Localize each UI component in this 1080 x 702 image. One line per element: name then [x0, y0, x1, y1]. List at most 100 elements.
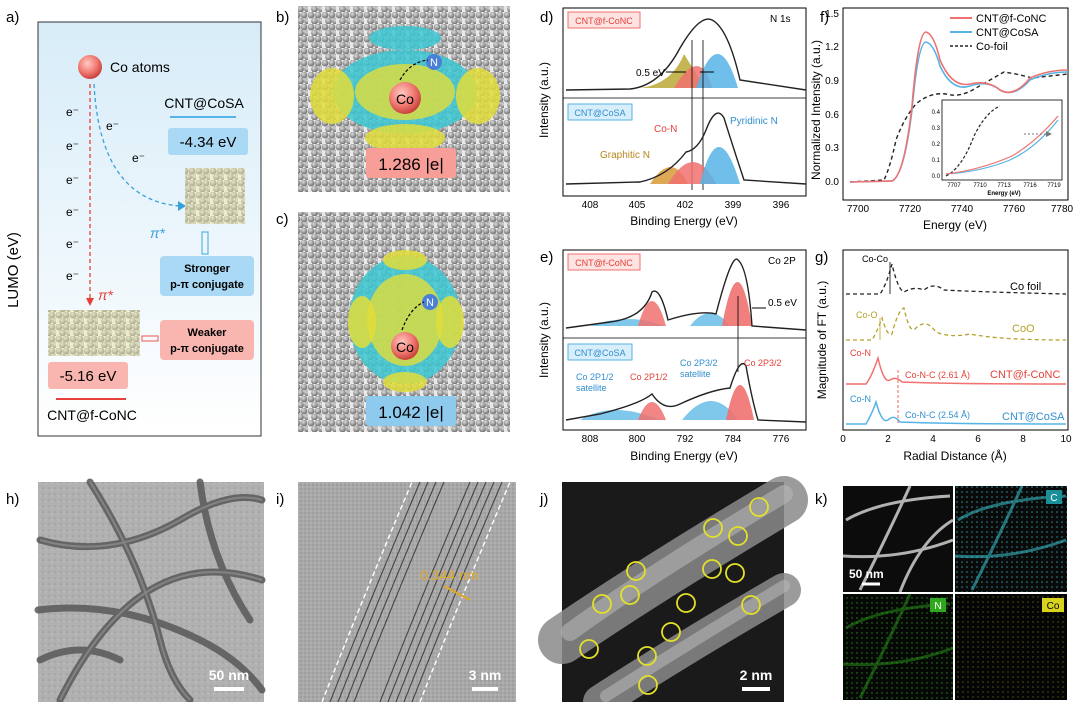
g-xtick: 10: [1060, 434, 1072, 445]
atom-circle: [725, 563, 745, 583]
atom-circle: [741, 595, 761, 615]
f-ytick: 0.3: [825, 143, 839, 154]
charge-value-b: 1.286 |e|: [378, 155, 444, 174]
e-top-red2: [722, 282, 752, 326]
g-concnc-label1: Co-N-C (2.61 Å): [905, 370, 970, 380]
electron-label: e⁻: [66, 269, 79, 283]
f-inset-xtick: 7710: [973, 183, 987, 189]
g-cosa-name: CNT@CoSA: [1002, 411, 1065, 423]
transfer-arrow-c: [401, 301, 425, 331]
eds-label-co: Co: [1047, 601, 1060, 612]
g-xticks: 0 2 4 6 8 10: [840, 434, 1072, 445]
eds-label-c: C: [1050, 493, 1057, 504]
eds-tag-c: [1046, 490, 1062, 504]
e-p32: Co 2P3/2: [744, 358, 782, 368]
d-xtick: 408: [582, 200, 599, 211]
atom-circle: [626, 561, 646, 581]
e-label-top-box: [567, 253, 641, 271]
atom-circle: [579, 639, 599, 659]
electron-label: e⁻: [66, 205, 79, 219]
nanotubes-h-core: [39, 481, 263, 701]
panel-label-j: j): [539, 491, 548, 508]
panel-g: g) Magnitude of FT (a.u.) Co-Co Co foil …: [815, 249, 1072, 463]
hrtem-image-i: [298, 482, 516, 702]
charge-value-c: 1.042 |e|: [378, 403, 444, 422]
e-bot-envelope: [565, 362, 807, 423]
red-arrow-head: [86, 298, 94, 306]
f-inset-xtick: 7713: [997, 183, 1011, 189]
f-yticks: 0.0 0.3 0.6 0.9 1.2 1.5: [825, 9, 839, 188]
e-sat32-b: satellite: [680, 369, 711, 379]
f-xticks: 7700 7720 7740 7760 7780: [847, 204, 1074, 215]
electron-label: e⁻: [66, 173, 79, 187]
conc-lattice: [48, 310, 140, 356]
d-title: N 1s: [770, 14, 791, 25]
g-con-label2: Co-N: [850, 394, 871, 404]
d-peak-con: Co-N: [654, 124, 677, 135]
e-label-bottom-box: [567, 343, 633, 361]
g-conc-curve: [846, 355, 1067, 385]
eds-haadf-tubes: [842, 485, 954, 593]
panel-c: c) N Co 1.042 |e|: [276, 211, 510, 432]
weaker-connector: [141, 335, 159, 342]
co-label-b: Co: [396, 91, 414, 107]
f-inset-ytick: 0.1: [932, 158, 941, 164]
g-plot-frame: [842, 249, 1069, 431]
e-xtick: 792: [677, 434, 694, 445]
stronger-line1: Stronger: [184, 263, 231, 275]
atom-circle: [703, 518, 723, 538]
e-xtick: 800: [629, 434, 646, 445]
scale-label-k: 50 nm: [849, 567, 884, 581]
charge-box-c: [366, 396, 456, 426]
g-xtick: 8: [1020, 434, 1026, 445]
tube-walls-i: [329, 481, 503, 702]
eds-tag-n: [930, 598, 946, 612]
f-inset-cosa: [945, 119, 1059, 175]
weaker-line1: Weaker: [188, 327, 228, 339]
g-xtick: 0: [840, 434, 846, 445]
e-xtick: 784: [725, 434, 742, 445]
f-inset-ytick: 0.2: [932, 142, 941, 148]
single-atom-markers-j: [579, 497, 769, 695]
d-plot-frame: [562, 7, 807, 197]
g-xtick: 2: [885, 434, 891, 445]
f-xlabel: Energy (eV): [923, 218, 987, 232]
panel-label-b: b): [276, 9, 289, 26]
f-cofoil-curve: [849, 71, 1069, 183]
scale-label-i: 3 nm: [469, 667, 502, 683]
g-conc-name: CNT@f-CoNC: [990, 369, 1060, 381]
panel-label-h: h): [6, 491, 19, 508]
d-label-top: CNT@f-CoNC: [575, 16, 633, 26]
cosa-energy: -4.34 eV: [180, 134, 237, 151]
d-ylabel: Intensity (a.u.): [537, 62, 551, 138]
panel-label-f: f): [820, 9, 829, 26]
e-bot-blue2: [682, 401, 738, 420]
co-atoms-label: Co atoms: [110, 59, 170, 75]
atom-circle: [702, 559, 722, 579]
f-xtick: 7760: [1003, 204, 1026, 215]
f-ytick: 0.9: [825, 76, 839, 87]
e-p12: Co 2P1/2: [630, 372, 668, 382]
f-inset-foil: [945, 105, 1001, 177]
eds-tag-co: [1042, 598, 1064, 612]
weaker-line2: p-π conjugate: [170, 343, 244, 355]
e-label-top: CNT@f-CoNC: [575, 258, 633, 268]
e-xlabel: Binding Energy (eV): [630, 449, 737, 463]
panel-e: e) Intensity (a.u.) Co 2P CNT@f-CoNC 0.5…: [537, 249, 807, 463]
panel-h: h) 50 nm: [6, 478, 266, 702]
cosa-energy-box: [168, 128, 248, 155]
bright-tubes-j-hi: [561, 485, 793, 702]
stronger-line2: p-π conjugate: [170, 279, 244, 291]
co-atom-c: [391, 332, 419, 360]
transfer-arrow-b: [399, 59, 429, 81]
weaker-box: [160, 320, 254, 360]
f-ytick: 1.5: [825, 9, 839, 20]
f-ytick: 1.2: [825, 42, 839, 53]
lumo-axis-label: LUMO (eV): [5, 232, 22, 308]
g-xtick: 4: [930, 434, 936, 445]
cosa-lattice: [185, 168, 245, 224]
spacing-marker-i: [443, 585, 471, 601]
blue-arrow-path: [93, 83, 181, 207]
d-xticks: 408 405 402 399 396: [582, 200, 790, 211]
d-xtick: 396: [773, 200, 790, 211]
